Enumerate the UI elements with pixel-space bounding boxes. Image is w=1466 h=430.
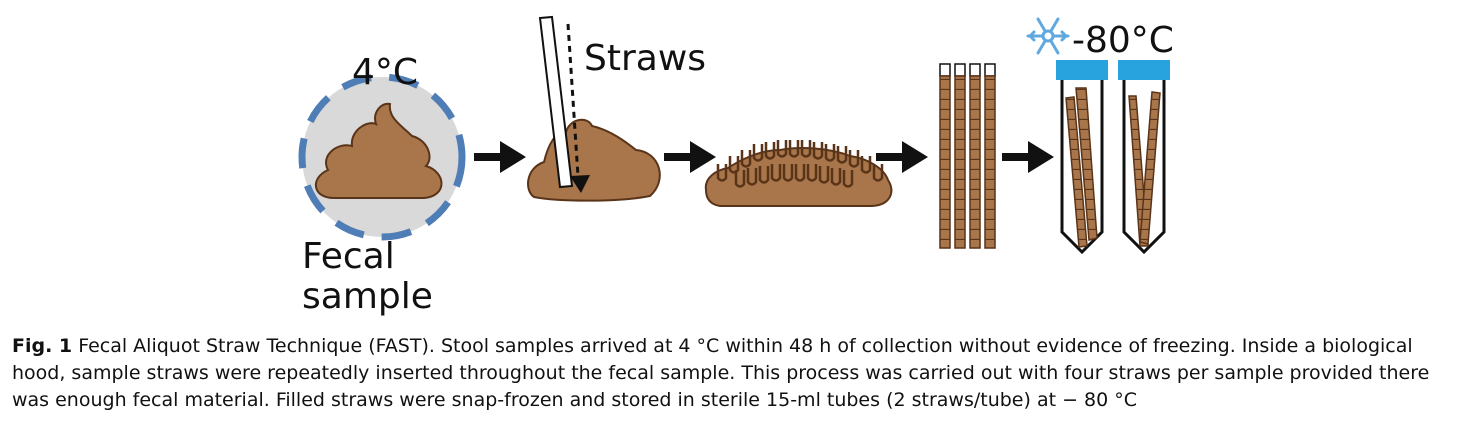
tube-1-cap	[1056, 60, 1108, 80]
tube-1-straw-a	[1065, 96, 1088, 248]
straw-hole-mark	[848, 150, 860, 168]
step-repeated-insertions	[704, 140, 893, 207]
filled-straw	[954, 63, 966, 249]
figure-number: Fig. 1	[12, 335, 73, 357]
straw-hole-mark	[764, 142, 776, 160]
temperature-label: 4°C	[352, 52, 418, 93]
insertion-arrowhead	[570, 175, 590, 193]
insertion-direction-line	[566, 23, 580, 177]
step-straw-insertion: Straws	[527, 15, 706, 202]
figure-caption: Fig. 1 Fecal Aliquot Straw Technique (FA…	[12, 333, 1452, 414]
fast-diagram: 4°C Fecal sample Straws	[298, 15, 1174, 317]
straw-hole-mark	[800, 140, 812, 158]
straw-hole-mark	[818, 166, 830, 184]
straw-hole-mark	[758, 166, 770, 184]
sample-label-line2: sample	[302, 276, 433, 317]
straw-hole-mark	[776, 140, 788, 158]
straw-hole-mark	[740, 150, 752, 168]
straws-label: Straws	[584, 38, 706, 79]
straw-hole-mark	[830, 168, 842, 186]
filled-straw	[969, 63, 981, 249]
sample-label-line1: Fecal	[302, 236, 395, 277]
straw-hole-mark	[842, 170, 854, 188]
straw-hole-mark	[782, 164, 794, 182]
straw-hole-mark	[836, 146, 848, 164]
snowflake-icon	[1026, 17, 1070, 55]
step-frozen-tubes: -80°C	[1026, 17, 1174, 255]
arrow-1	[474, 141, 526, 173]
straw-hole-mark	[770, 164, 782, 182]
punctured-sample	[704, 147, 893, 207]
arrow-3	[876, 141, 928, 173]
straw-hole-mark	[728, 156, 740, 174]
straw-hole-mark	[806, 164, 818, 182]
straw-hole-mark	[716, 164, 728, 182]
tube-1-straw-b	[1075, 87, 1098, 241]
straw	[538, 15, 574, 189]
step-fecal-sample: 4°C Fecal sample	[298, 52, 466, 317]
straw-hole-mark	[746, 168, 758, 186]
arrow-4	[1002, 141, 1054, 173]
filled-straw	[984, 63, 996, 249]
straw-hole-mark	[824, 144, 836, 162]
step-filled-straws	[939, 63, 996, 249]
tube-2	[1118, 60, 1170, 255]
fecal-mound	[527, 118, 661, 202]
caption-text: Fecal Aliquot Straw Technique (FAST). St…	[12, 335, 1430, 411]
tube-2-cap	[1118, 60, 1170, 80]
straw-hole-mark	[752, 144, 764, 162]
straw-hole-mark	[788, 140, 800, 158]
straw-hole-mark	[872, 164, 884, 182]
tube-1	[1056, 60, 1108, 255]
fecal-sample-pile	[315, 102, 443, 199]
filled-straw	[939, 63, 951, 249]
straw-hole-mark	[734, 170, 746, 188]
freezer-temperature-label: -80°C	[1072, 20, 1174, 61]
tube-2-straw-b	[1139, 91, 1161, 245]
straw-hole-mark	[860, 156, 872, 174]
straw-hole-mark	[794, 164, 806, 182]
arrow-2	[664, 141, 716, 173]
straw-hole-marks	[716, 140, 884, 188]
straw-hole-mark	[812, 142, 824, 160]
